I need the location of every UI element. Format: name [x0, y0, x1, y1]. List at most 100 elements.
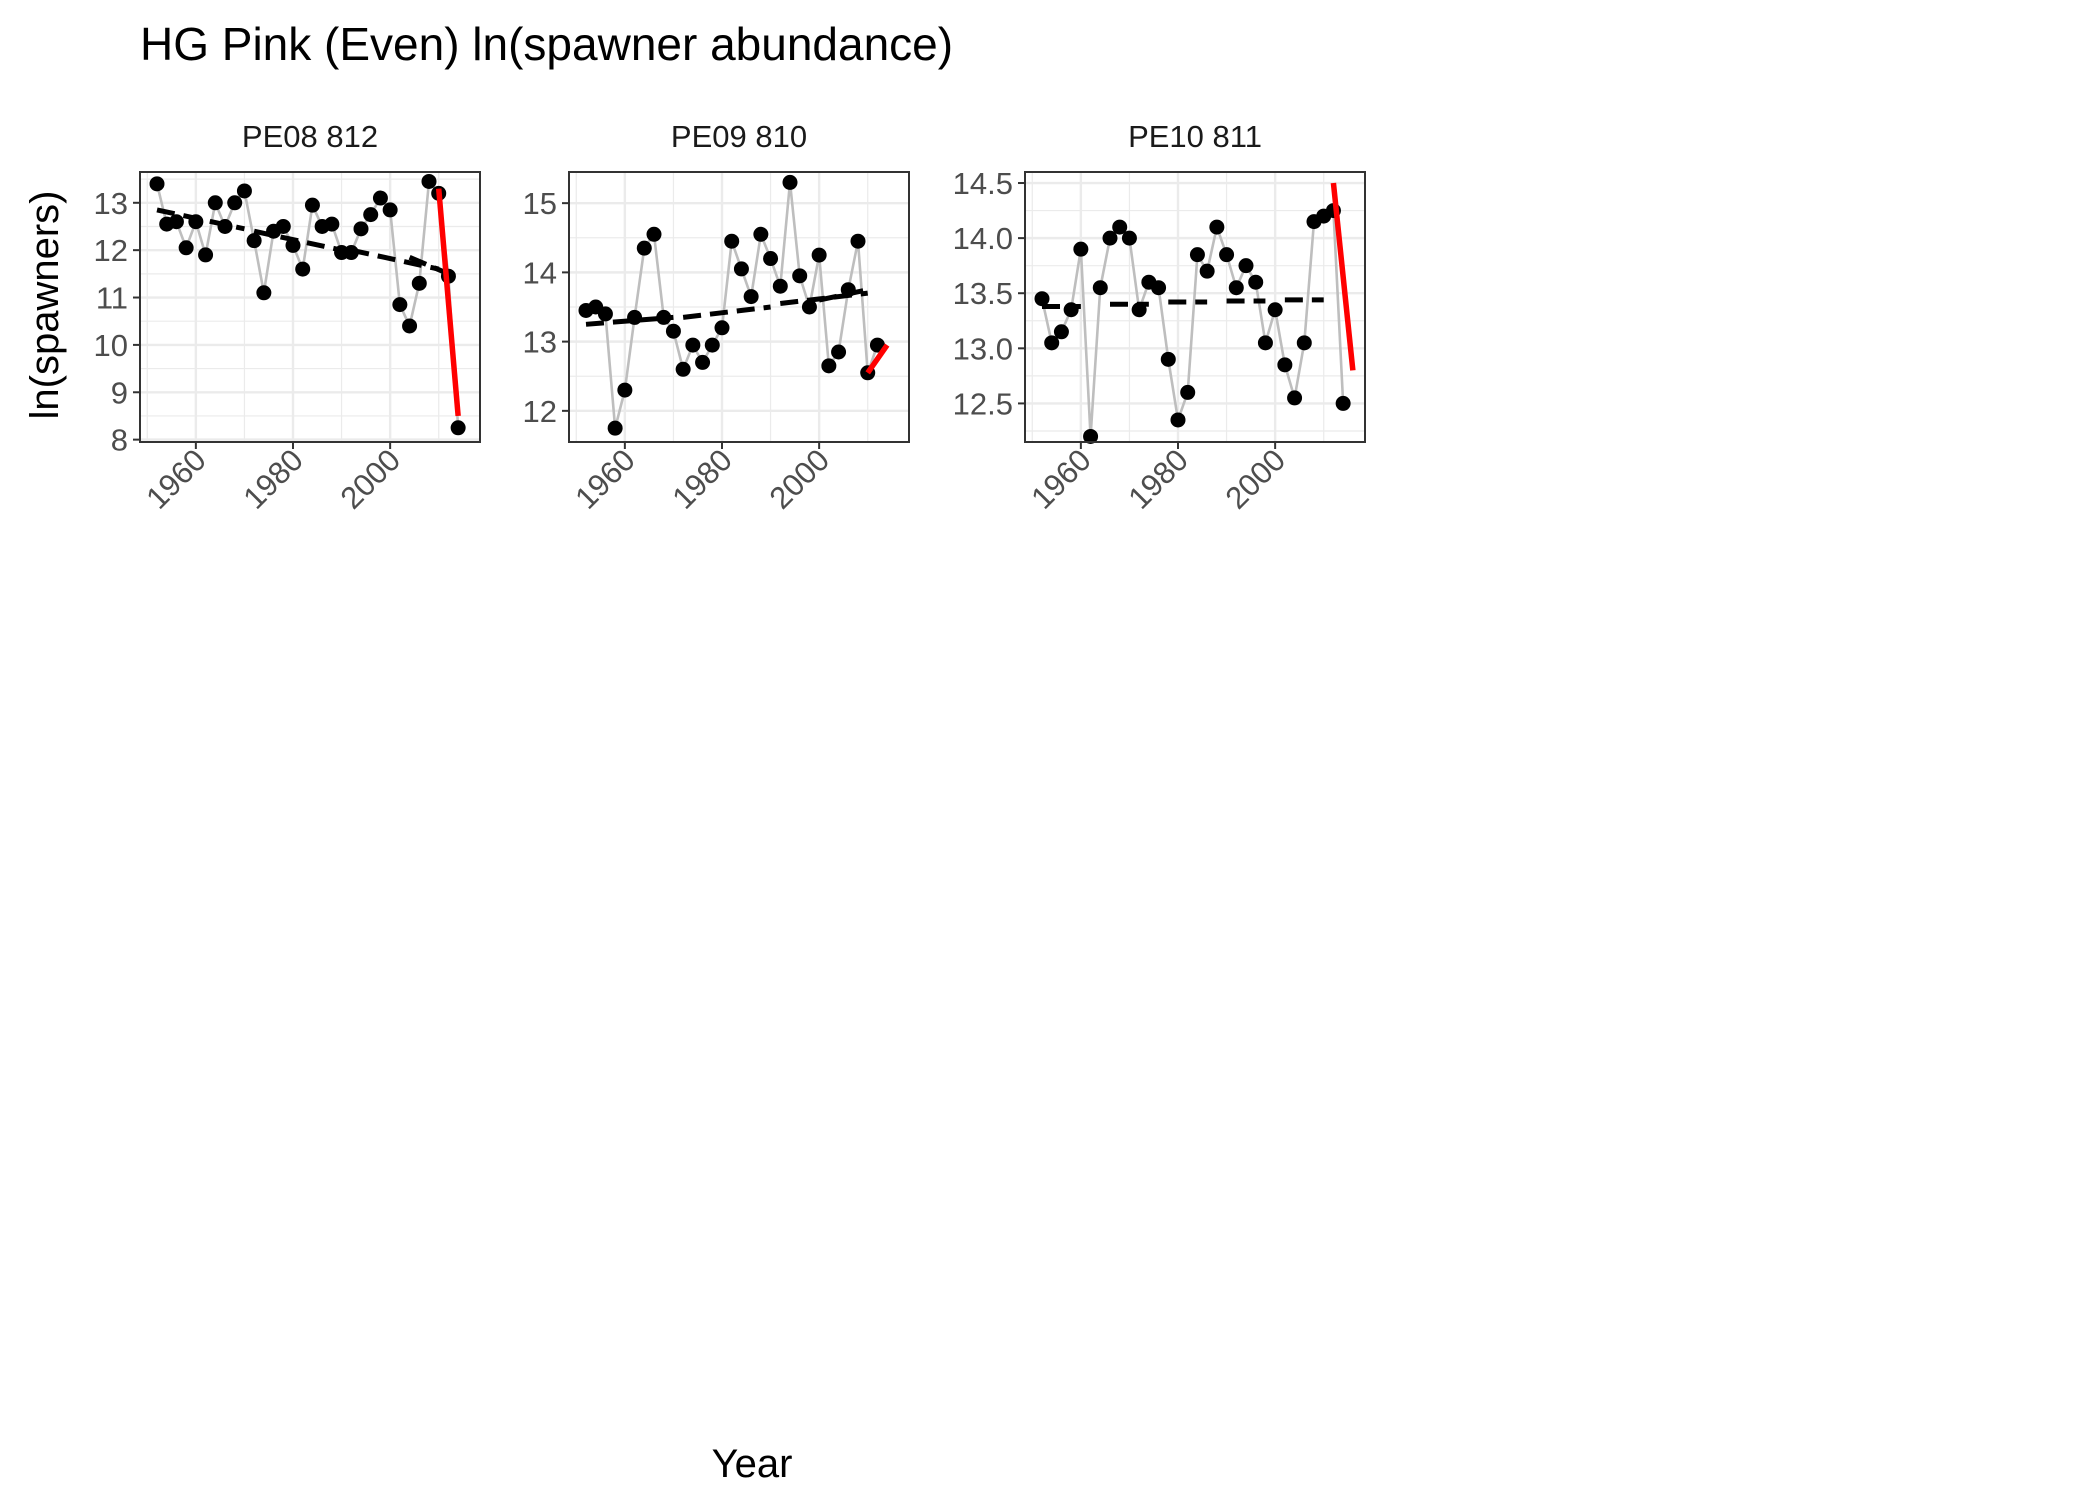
data-point [1073, 241, 1089, 257]
data-point [246, 233, 262, 249]
y-tick-label: 14 [523, 255, 557, 290]
x-tick-label: 2000 [763, 442, 837, 516]
x-axis-title: Year [712, 1442, 793, 1486]
data-point [821, 358, 837, 374]
trend-segment [682, 304, 771, 320]
y-tick-label: 13 [523, 325, 557, 360]
data-point [627, 309, 643, 325]
data-point [421, 173, 437, 189]
data-point [685, 337, 701, 353]
y-tick-label: 9 [111, 375, 128, 410]
data-point [1248, 274, 1264, 290]
data-point [617, 382, 633, 398]
x-tick-label: 1980 [236, 442, 310, 516]
data-point [1209, 219, 1225, 235]
data-point [801, 299, 817, 315]
data-point [198, 247, 214, 263]
data-point [275, 218, 291, 234]
data-point [1131, 302, 1147, 318]
data-point [675, 361, 691, 377]
panel-border [568, 171, 910, 443]
data-point [1219, 247, 1235, 263]
data-point [1034, 291, 1050, 307]
y-tick-label: 13 [94, 186, 128, 221]
data-point [597, 306, 613, 322]
y-tick-label: 12 [94, 233, 128, 268]
data-point [324, 216, 340, 232]
data-point [733, 261, 749, 277]
facet-title: PE09 810 [671, 119, 807, 154]
data-point [724, 233, 740, 249]
recent-trend-line [1330, 182, 1356, 371]
data-point [363, 207, 379, 223]
data-point [704, 337, 720, 353]
data-point [1063, 302, 1079, 318]
data-point [1112, 219, 1128, 235]
data-point [1257, 335, 1273, 351]
data-point [1160, 351, 1176, 367]
data-point [753, 226, 769, 242]
data-point [1092, 280, 1108, 296]
data-point [1189, 247, 1205, 263]
data-point [372, 190, 388, 206]
data-point [646, 226, 662, 242]
trend-segment [350, 247, 440, 272]
data-point [782, 174, 798, 190]
data-point [840, 282, 856, 298]
data-point [772, 278, 788, 294]
facet-panel: PE10 811 12.5 13.0 13.5 14.0 14.5 1960 1980 2000 [953, 119, 1366, 516]
data-point [236, 183, 252, 199]
data-point [1151, 280, 1167, 296]
y-tick-label: 11 [96, 281, 128, 316]
data-point [227, 195, 243, 211]
data-point [763, 251, 779, 267]
data-point [149, 176, 165, 192]
panel-border [1024, 171, 1366, 443]
data-point [850, 233, 866, 249]
data-point [792, 268, 808, 284]
facet-panels: PE08 812 8 9 10 11 12 13 1960 1980 2000 PE09 810 12… [94, 119, 1366, 516]
data-point [1044, 335, 1060, 351]
facet-title: PE08 812 [242, 119, 378, 154]
data-point [343, 245, 359, 261]
data-point [168, 214, 184, 230]
y-tick-label: 12 [523, 394, 557, 429]
data-point [1296, 335, 1312, 351]
data-point [1287, 390, 1303, 406]
facet-panel: PE08 812 8 9 10 11 12 13 1960 1980 2000 [94, 119, 481, 516]
y-axis-title: ln(spawners) [23, 191, 67, 420]
data-point [1121, 230, 1137, 246]
data-point [811, 247, 827, 263]
data-point [1228, 280, 1244, 296]
x-tick-label: 1980 [665, 442, 739, 516]
data-point [411, 275, 427, 291]
data-point [1277, 357, 1293, 373]
data-point [656, 309, 672, 325]
trend-segment [408, 254, 450, 277]
data-point [743, 289, 759, 305]
recent-trend-line [865, 343, 890, 375]
data-point [1102, 230, 1118, 246]
data-point [1170, 412, 1186, 428]
y-tick-label: 13.0 [953, 331, 1013, 366]
data-point [178, 240, 194, 256]
data-point [1199, 263, 1215, 279]
y-tick-label: 13.5 [953, 276, 1013, 311]
panel-border [139, 171, 481, 443]
data-point [1053, 324, 1069, 340]
data-point [450, 420, 466, 436]
recent-trend-line [435, 188, 461, 417]
data-point [295, 261, 311, 277]
y-tick-label: 14.0 [953, 221, 1013, 256]
data-point [1180, 384, 1196, 400]
data-point [382, 202, 398, 218]
data-point [402, 318, 418, 334]
data-point [285, 237, 301, 253]
y-tick-label: 15 [523, 186, 557, 221]
data-point [392, 297, 408, 313]
data-point [1238, 258, 1254, 274]
data-point [1083, 428, 1099, 444]
data-point [636, 240, 652, 256]
